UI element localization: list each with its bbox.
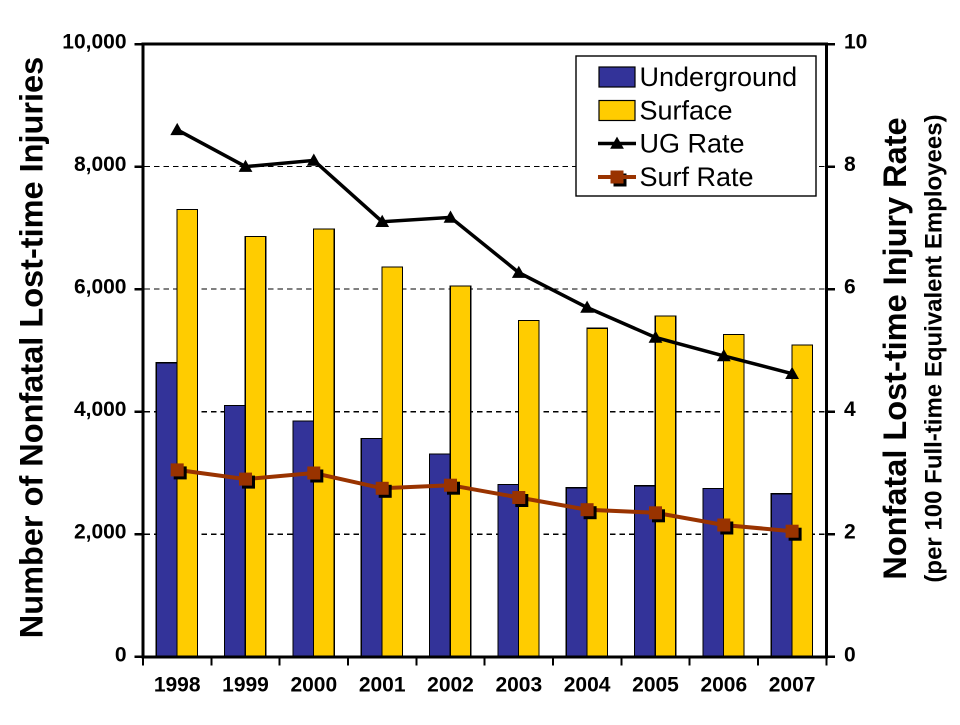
svg-text:4: 4 [844, 398, 856, 421]
svg-text:10: 10 [844, 31, 867, 54]
svg-text:2,000: 2,000 [74, 521, 127, 544]
svg-text:6,000: 6,000 [74, 276, 127, 299]
svg-text:Surface: Surface [640, 96, 733, 126]
svg-text:2: 2 [844, 521, 856, 544]
svg-text:2004: 2004 [564, 674, 611, 697]
svg-text:Nonfatal Lost-time Injury Rate: Nonfatal Lost-time Injury Rate [877, 117, 913, 579]
svg-text:1998: 1998 [154, 674, 201, 697]
svg-text:4,000: 4,000 [74, 398, 127, 421]
svg-text:(per 100 Full-time Equivalent: (per 100 Full-time Equivalent Employees) [921, 114, 948, 582]
svg-text:8,000: 8,000 [74, 153, 127, 176]
svg-text:10,000: 10,000 [62, 31, 126, 54]
svg-text:Underground: Underground [640, 62, 798, 92]
svg-text:0: 0 [844, 643, 856, 666]
svg-text:1999: 1999 [222, 674, 269, 697]
svg-text:8: 8 [844, 153, 856, 176]
svg-text:0: 0 [115, 643, 127, 666]
svg-text:2001: 2001 [359, 674, 406, 697]
svg-text:2002: 2002 [427, 674, 474, 697]
svg-text:Number of Nonfatal Lost-time I: Number of Nonfatal Lost-time Injuries [14, 57, 50, 638]
svg-text:2006: 2006 [700, 674, 747, 697]
svg-text:2003: 2003 [495, 674, 542, 697]
svg-text:2007: 2007 [769, 674, 816, 697]
svg-text:Surf Rate: Surf Rate [640, 162, 754, 192]
svg-text:2000: 2000 [290, 674, 337, 697]
svg-text:6: 6 [844, 276, 856, 299]
svg-text:UG Rate: UG Rate [640, 129, 745, 159]
svg-text:2005: 2005 [632, 674, 679, 697]
